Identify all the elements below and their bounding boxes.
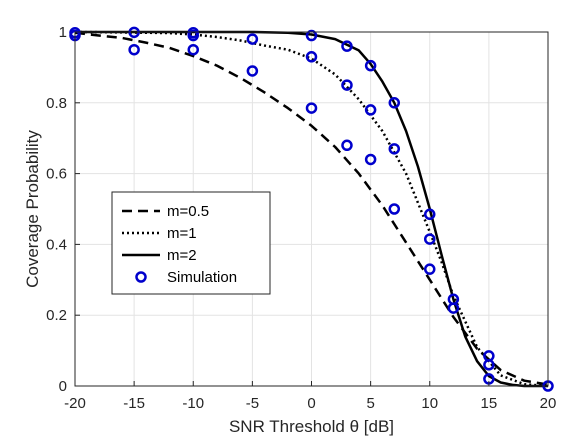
simulation-marker xyxy=(341,79,353,91)
x-tick-label: 15 xyxy=(481,395,498,412)
simulation-marker xyxy=(246,33,259,45)
x-tick-label: 20 xyxy=(540,395,557,412)
y-tick-label: 0.4 xyxy=(46,236,67,253)
simulation-marker xyxy=(305,102,318,114)
simulation-marker xyxy=(447,293,460,306)
simulation-markers xyxy=(69,26,554,392)
simulation-marker xyxy=(128,43,140,56)
legend-box xyxy=(111,191,271,295)
x-tick-label: 0 xyxy=(307,395,315,412)
simulation-marker xyxy=(424,208,436,221)
simulation-marker xyxy=(187,26,199,39)
legend-label: m=1 xyxy=(167,225,197,242)
simulation-marker xyxy=(388,97,401,109)
simulation-marker xyxy=(341,40,353,52)
legend: m=0.5 m=1 m=2 Simulation xyxy=(111,191,271,295)
simulation-marker xyxy=(483,350,495,362)
legend-label: Simulation xyxy=(167,269,237,286)
legend-marker-simulation xyxy=(135,271,147,283)
y-tick-label: 0.8 xyxy=(46,95,67,112)
x-axis-label: SNR Threshold θ [dB] xyxy=(229,417,394,436)
x-tick-label: -20 xyxy=(64,395,86,412)
simulation-marker xyxy=(364,153,377,166)
y-tick-label: 0.2 xyxy=(46,307,67,324)
y-tick-label: 0.6 xyxy=(46,166,67,183)
x-tick-label: -15 xyxy=(123,395,145,412)
series-line-m-0-5 xyxy=(74,31,549,386)
x-tick-label: 5 xyxy=(366,395,374,412)
simulation-marker xyxy=(305,51,318,63)
simulation-marker xyxy=(424,233,436,245)
simulation-marker xyxy=(364,104,377,116)
simulation-marker xyxy=(341,139,353,152)
simulation-marker xyxy=(424,263,436,275)
simulation-marker xyxy=(364,59,377,72)
y-axis-ticks: 0 0.2 0.4 0.6 0.8 1 xyxy=(46,24,80,395)
simulation-marker xyxy=(388,203,401,215)
simulation-marker xyxy=(246,65,259,77)
y-axis-label: Coverage Probability xyxy=(23,130,42,288)
simulation-marker xyxy=(388,143,401,155)
simulation-marker xyxy=(187,43,199,56)
simulation-marker xyxy=(305,29,318,42)
y-tick-label: 0 xyxy=(59,378,67,395)
series-line-m-1 xyxy=(74,30,549,388)
x-axis-ticks: -20 -15 -10 -5 0 5 10 15 20 xyxy=(64,381,556,412)
x-tick-label: -5 xyxy=(246,395,259,412)
legend-label: m=2 xyxy=(167,247,197,264)
x-tick-label: -10 xyxy=(182,395,204,412)
legend-label: m=0.5 xyxy=(167,203,209,220)
x-tick-label: 10 xyxy=(421,395,438,412)
y-tick-label: 1 xyxy=(59,24,67,41)
